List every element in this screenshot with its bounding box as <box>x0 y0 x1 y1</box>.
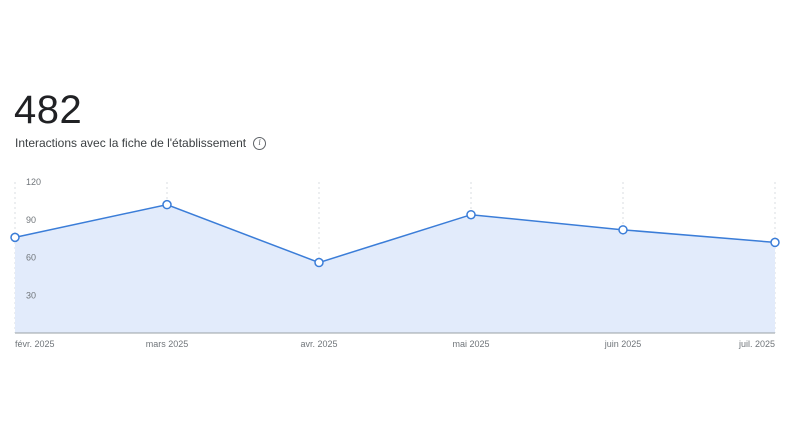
data-point[interactable] <box>314 257 324 268</box>
y-tick-label: 90 <box>26 215 36 225</box>
x-tick-label: avr. 2025 <box>300 339 337 349</box>
x-tick-label: juin 2025 <box>604 339 642 349</box>
data-point[interactable] <box>10 232 20 243</box>
series-line <box>14 203 776 264</box>
y-axis-ticks: 30 60 90 120 <box>26 177 41 300</box>
data-point[interactable] <box>618 225 628 235</box>
metric-header: Interactions avec la fiche de l'établiss… <box>15 136 267 150</box>
data-point[interactable] <box>770 237 780 248</box>
x-tick-label: mars 2025 <box>146 339 189 349</box>
data-point[interactable] <box>162 199 172 210</box>
data-points <box>10 199 780 268</box>
total-interactions-value: 482 <box>14 88 83 132</box>
x-tick-label: mai 2025 <box>452 339 489 349</box>
series-area <box>15 204 775 333</box>
metric-label: Interactions avec la fiche de l'établiss… <box>15 136 247 150</box>
y-tick-label: 60 <box>26 253 36 263</box>
x-axis-ticks: févr. 2025 mars 2025 avr. 2025 mai 2025 juin… <box>15 339 775 349</box>
x-tick-label: juil. 2025 <box>738 339 775 349</box>
x-tick-label: févr. 2025 <box>15 339 55 349</box>
y-tick-label: 30 <box>26 290 36 300</box>
data-point[interactable] <box>466 209 476 220</box>
info-icon[interactable]: i <box>253 136 267 150</box>
y-tick-label: 120 <box>26 177 41 187</box>
